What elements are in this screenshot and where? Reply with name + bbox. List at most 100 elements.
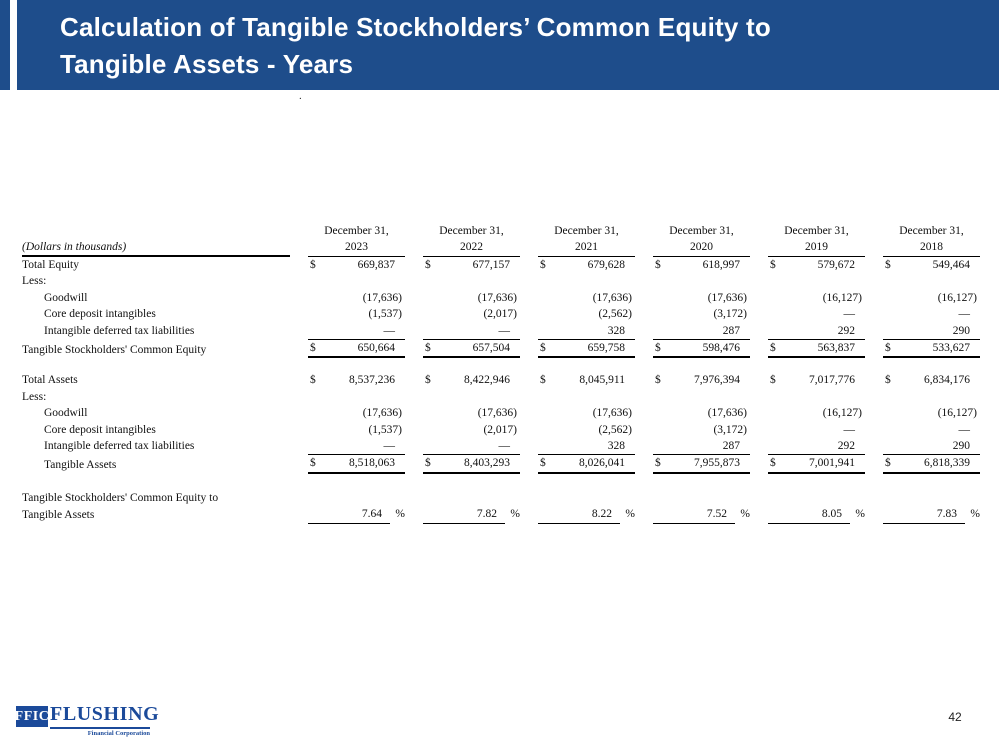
cell-value: 677,157 — [472, 259, 510, 271]
dollar-sign: $ — [540, 259, 546, 271]
value-cell: 290 — [883, 323, 980, 339]
value-cell: — — [423, 323, 520, 339]
dollar-sign: $ — [655, 342, 661, 355]
column-header-2020: December 31, 2020 — [653, 224, 750, 257]
cell-value: 7,001,941 — [809, 457, 855, 470]
value-cell: $6,818,339 — [883, 454, 980, 474]
cell-value: 8,518,063 — [349, 457, 395, 470]
cell-value: (16,127) — [822, 291, 862, 304]
value-cell: $657,504 — [423, 339, 520, 359]
logo-subtitle: Financial Corporation — [87, 730, 150, 737]
column-header-month: December 31, — [784, 225, 849, 237]
value-cell: $659,758 — [538, 339, 635, 359]
cell-value: (2,562) — [598, 423, 632, 436]
financial-table: (Dollars in thousands) December 31, 2023 De… — [22, 224, 980, 524]
value-cell: (1,537) — [308, 422, 405, 438]
percent-sign: % — [970, 508, 980, 521]
dollar-sign: $ — [655, 374, 661, 387]
cell-value: 8,537,236 — [349, 374, 395, 387]
dollar-sign: $ — [425, 342, 431, 355]
cell-value: (17,636) — [707, 291, 747, 304]
value-cell: 7.64% — [308, 506, 405, 524]
percent-sign: % — [625, 508, 635, 521]
column-header-month: December 31, — [439, 225, 504, 237]
value-cell: — — [883, 422, 980, 438]
value-cell: (16,127) — [883, 405, 980, 421]
value-cell: — — [768, 306, 865, 322]
value-cell: (3,172) — [653, 422, 750, 438]
column-header-year: 2018 — [920, 240, 943, 253]
row-label: Total Equity — [22, 259, 80, 271]
percent-sign: % — [855, 508, 865, 521]
value-cell: $650,664 — [308, 339, 405, 359]
value-cell: $8,422,946 — [423, 372, 520, 388]
value-cell: 7.52% — [653, 506, 750, 524]
column-header-year: 2023 — [345, 240, 368, 253]
dollar-sign: $ — [540, 374, 546, 387]
cell-value: (1,537) — [368, 423, 402, 436]
value-cell: $8,026,041 — [538, 454, 635, 474]
table-unit-label: (Dollars in thousands) — [22, 239, 290, 257]
percent-sign: % — [510, 508, 520, 521]
cell-value: 669,837 — [357, 259, 395, 271]
cell-value: 8,422,946 — [464, 374, 510, 387]
cell-value: 659,758 — [587, 342, 625, 355]
cell-value: 8,045,911 — [579, 374, 625, 387]
value-cell: $7,001,941 — [768, 454, 865, 474]
dollar-sign: $ — [310, 457, 316, 470]
column-header-month: December 31, — [669, 225, 734, 237]
value-cell: (17,636) — [308, 405, 405, 421]
value-cell: 8.22% — [538, 506, 635, 524]
cell-value: 679,628 — [587, 259, 625, 271]
ratio-value: 8.05 — [768, 506, 850, 524]
cell-value: (2,562) — [598, 308, 632, 321]
value-cell: 292 — [768, 323, 865, 339]
cell-value: (16,127) — [822, 407, 862, 420]
value-cell: (1,537) — [308, 306, 405, 322]
cell-value: (17,636) — [362, 407, 402, 420]
row-label: Less: — [22, 390, 47, 403]
row-label: Intangible deferred tax liabilities — [44, 324, 195, 337]
value-cell: $7,017,776 — [768, 372, 865, 388]
dollar-sign: $ — [770, 457, 776, 470]
cell-value: (17,636) — [707, 407, 747, 420]
value-cell: $579,672 — [768, 257, 865, 273]
cell-value: 650,664 — [357, 342, 395, 355]
cell-value: (17,636) — [477, 407, 517, 420]
cell-value: (17,636) — [477, 291, 517, 304]
value-cell: (17,636) — [538, 290, 635, 306]
column-header-month: December 31, — [899, 225, 964, 237]
cell-value: 287 — [722, 440, 740, 453]
value-cell: (16,127) — [768, 405, 865, 421]
column-header-year: 2022 — [460, 240, 483, 253]
row-label: Tangible Assets — [44, 459, 117, 472]
value-cell: $549,464 — [883, 257, 980, 273]
cell-value: 618,997 — [702, 259, 740, 271]
section-spacer — [22, 474, 980, 490]
value-cell: $669,837 — [308, 257, 405, 273]
cell-value: 328 — [607, 324, 625, 337]
cell-value: — — [383, 440, 396, 453]
value-cell: (16,127) — [768, 290, 865, 306]
cell-value: 287 — [722, 324, 740, 337]
dollar-sign: $ — [655, 259, 661, 271]
value-cell: (17,636) — [423, 405, 520, 421]
dollar-sign: $ — [885, 374, 891, 387]
cell-value: (17,636) — [592, 291, 632, 304]
logo-ffic-box: FFIC — [15, 706, 49, 727]
value-cell: (2,017) — [423, 422, 520, 438]
cell-value: 533,627 — [932, 342, 970, 355]
value-cell: (17,636) — [653, 405, 750, 421]
value-cell: 292 — [768, 438, 865, 454]
dollar-sign: $ — [885, 259, 891, 271]
row-label: Intangible deferred tax liabilities — [44, 440, 195, 453]
cell-value: (3,172) — [713, 308, 747, 321]
dollar-sign: $ — [655, 457, 661, 470]
cell-value: 6,834,176 — [924, 374, 970, 387]
cell-value: (17,636) — [362, 291, 402, 304]
cell-value: (17,636) — [592, 407, 632, 420]
dollar-sign: $ — [425, 374, 431, 387]
value-cell: (17,636) — [653, 290, 750, 306]
ratio-value: 7.52 — [653, 506, 735, 524]
